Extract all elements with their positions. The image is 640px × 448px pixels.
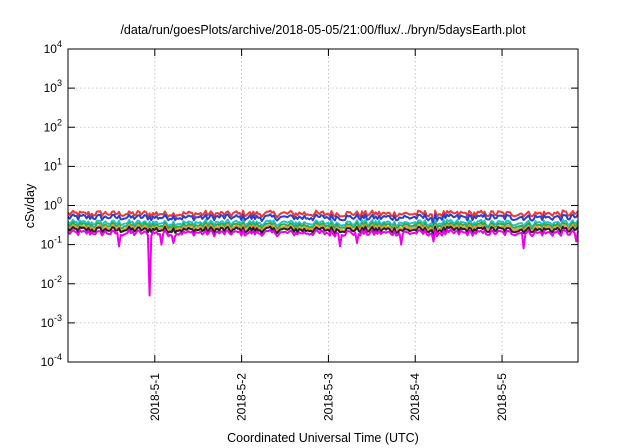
x-axis-label: Coordinated Universal Time (UTC) [227, 431, 419, 445]
series-line [67, 218, 579, 234]
x-tick-label: 2018-5-1 [148, 373, 162, 421]
ticks [68, 48, 578, 363]
series-line [67, 223, 579, 238]
x-tick-label: 2018-5-2 [235, 373, 249, 421]
series-line [67, 228, 579, 297]
y-tick-label: 10-1 [41, 235, 62, 252]
y-tick-label: 10-3 [41, 313, 62, 330]
y-tick-label: 102 [44, 117, 62, 134]
series-line [67, 225, 579, 239]
y-tick-label: 103 [44, 78, 62, 95]
x-tick-labels: 2018-5-1 2018-5-2 2018-5-3 2018-5-4 2018-5-5 [148, 373, 509, 421]
x-tick-label: 2018-5-4 [408, 373, 422, 421]
y-tick-label: 104 [44, 39, 62, 56]
y-tick-label: 10-4 [41, 352, 62, 369]
series-line [67, 221, 579, 236]
y-tick-label: 100 [44, 196, 62, 213]
y-tick-label: 10-2 [41, 274, 62, 291]
grid-lines [68, 49, 578, 362]
y-tick-labels: 10-4 10-3 10-2 10-1 100 101 102 103 104 [41, 39, 62, 369]
x-tick-label: 2018-5-5 [495, 373, 509, 421]
chart-title: /data/run/goesPlots/archive/2018-05-05/2… [120, 23, 526, 37]
series-line [67, 213, 579, 231]
x-tick-label: 2018-5-3 [321, 373, 335, 421]
y-axis-label: cSv/day [23, 183, 37, 228]
y-tick-label: 101 [44, 156, 62, 173]
series-layer [67, 209, 579, 297]
series-line [67, 209, 579, 227]
